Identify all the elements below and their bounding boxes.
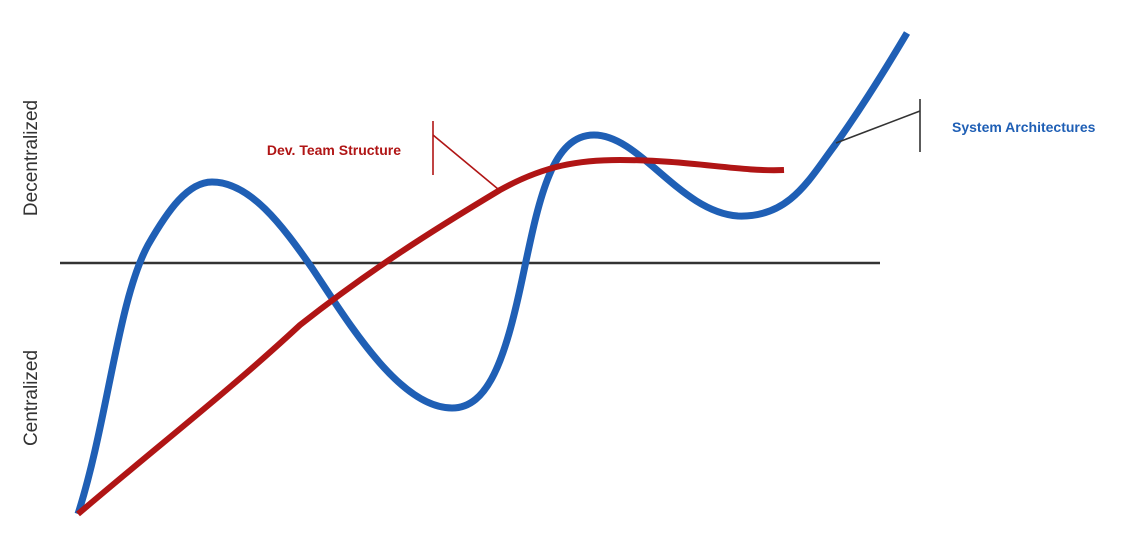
dev-team-structure-label: Dev. Team Structure <box>267 142 401 158</box>
system-architectures-curve <box>74 31 911 516</box>
system-architectures-callout: System Architectures <box>835 99 1096 152</box>
decentralized-axis-label: Decentralized <box>21 100 42 216</box>
dev-team-structure-curve <box>76 157 785 517</box>
system-callout-leader <box>835 110 921 144</box>
team-callout-leader <box>432 134 499 190</box>
system-architectures-label: System Architectures <box>952 119 1096 135</box>
centralized-axis-label: Centralized <box>21 350 42 446</box>
dev-team-structure-callout: Dev. Team Structure <box>267 121 499 190</box>
